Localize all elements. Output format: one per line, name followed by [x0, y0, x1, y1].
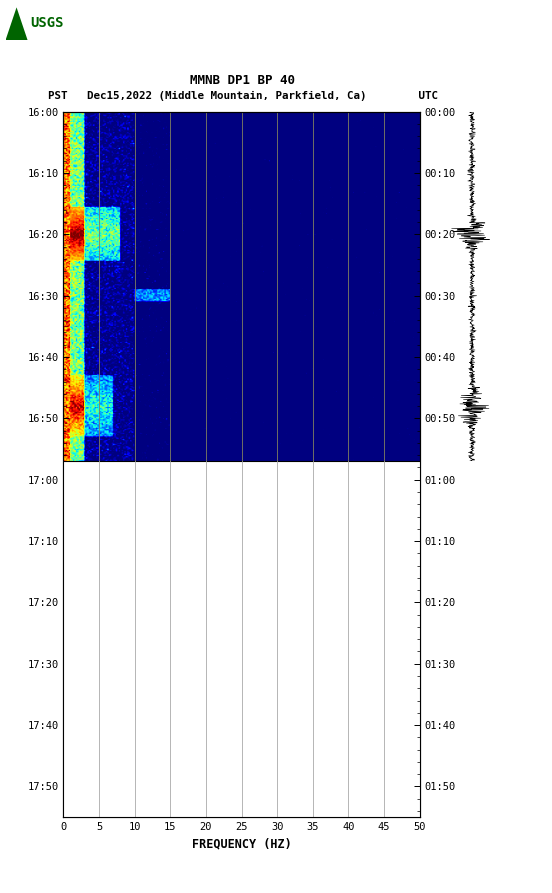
Text: PST   Dec15,2022 (Middle Mountain, Parkfield, Ca)        UTC: PST Dec15,2022 (Middle Mountain, Parkfie… — [48, 90, 438, 101]
Polygon shape — [6, 7, 28, 40]
X-axis label: FREQUENCY (HZ): FREQUENCY (HZ) — [192, 838, 291, 850]
Text: MMNB DP1 BP 40: MMNB DP1 BP 40 — [190, 74, 295, 87]
Bar — [63, 462, 420, 817]
Text: USGS: USGS — [30, 16, 64, 30]
